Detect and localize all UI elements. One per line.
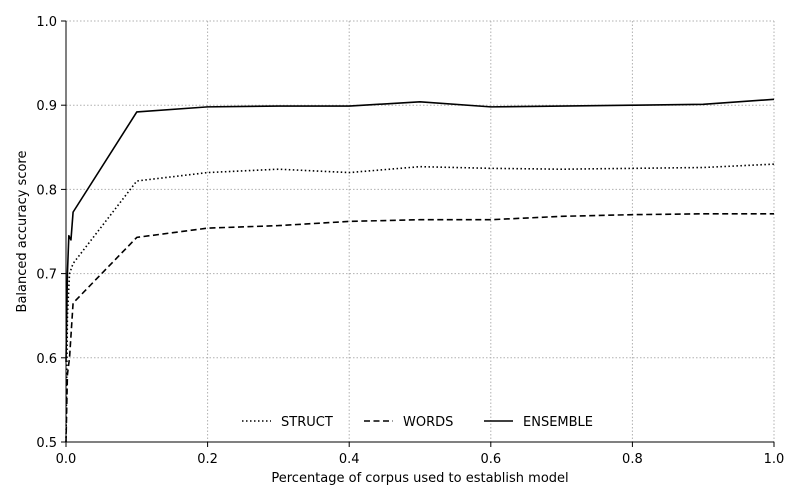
grid (66, 20, 775, 442)
legend-label-words: WORDS (403, 415, 453, 430)
series-line-ensemble (65, 98, 775, 363)
legend-label-ensemble: ENSEMBLE (523, 415, 593, 430)
x-tick-label: 0.2 (197, 452, 218, 467)
x-tick-label: 0.4 (339, 452, 360, 467)
x-tick-label: 0.6 (480, 452, 501, 467)
y-tick-label: 1.0 (36, 15, 57, 30)
x-axis-title: Percentage of corpus used to establish m… (271, 471, 568, 486)
legend: STRUCT WORDS ENSEMBLE (242, 415, 593, 430)
series-line-struct (65, 163, 775, 443)
y-tick-label: 0.6 (36, 352, 57, 367)
series (65, 98, 775, 443)
axes (65, 21, 774, 443)
legend-label-struct: STRUCT (281, 415, 333, 430)
y-tick-label: 0.9 (36, 99, 57, 114)
series-line-words (65, 213, 774, 443)
ticks: 0.0 0.2 0.4 0.6 0.8 1.0 0.5 0.6 0.7 0.8 0.9 1.0 (36, 15, 784, 467)
x-tick-label: 0.8 (622, 452, 643, 467)
y-tick-label: 0.8 (36, 183, 57, 198)
y-tick-label: 0.5 (36, 436, 57, 451)
x-tick-label: 0.0 (56, 452, 77, 467)
x-tick-label: 1.0 (764, 452, 785, 467)
y-tick-label: 0.7 (36, 268, 57, 283)
y-axis-title: Balanced accuracy score (15, 151, 30, 313)
